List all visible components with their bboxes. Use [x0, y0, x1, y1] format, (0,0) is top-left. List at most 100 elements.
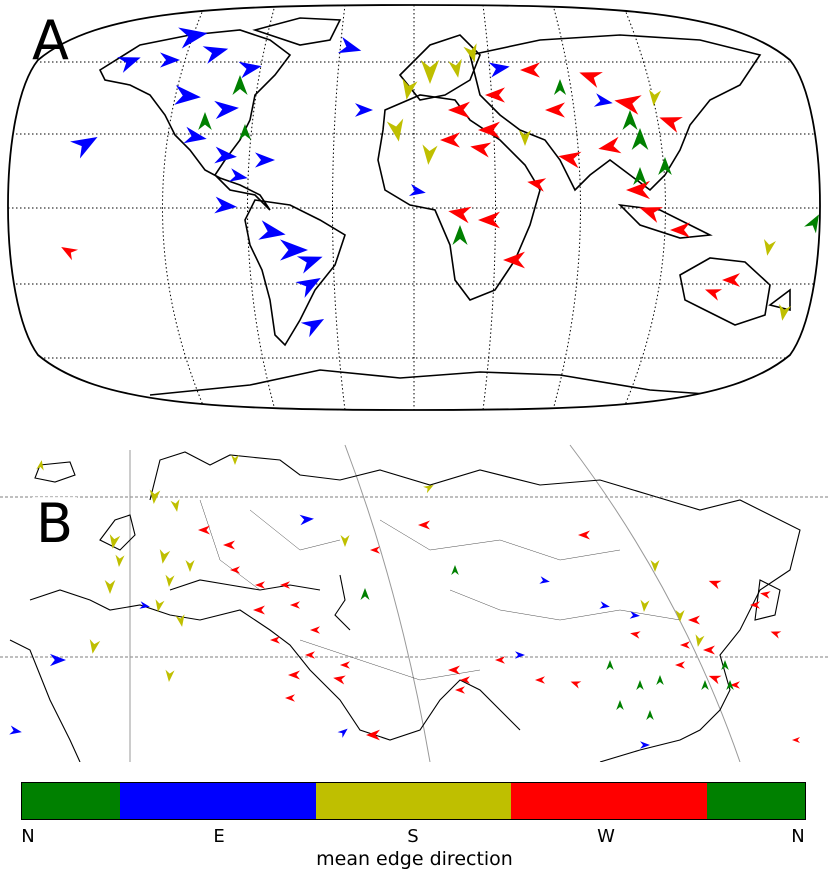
- direction-arrow: [253, 605, 265, 615]
- direction-arrow: [299, 514, 314, 526]
- direction-arrow: [155, 599, 165, 612]
- direction-arrow: [455, 686, 465, 694]
- colorbar-tick-w: W: [597, 826, 615, 847]
- colorbar-segment: [707, 783, 805, 819]
- colorbar-segment: [511, 783, 610, 819]
- direction-arrow: [174, 85, 201, 105]
- direction-arrow: [598, 136, 622, 154]
- direction-arrow: [658, 157, 672, 175]
- direction-arrow: [402, 78, 418, 100]
- direction-arrow: [520, 62, 540, 78]
- direction-arrow: [149, 489, 161, 504]
- direction-arrow: [238, 61, 262, 79]
- direction-arrow: [721, 660, 729, 670]
- direction-arrow: [636, 680, 644, 690]
- direction-arrow: [708, 675, 722, 685]
- direction-arrow: [470, 142, 492, 158]
- direction-arrow: [360, 588, 370, 600]
- direction-arrow: [448, 101, 470, 119]
- world-map-panel: [7, 4, 821, 411]
- direction-arrow: [370, 546, 380, 554]
- direction-arrow: [764, 238, 776, 256]
- direction-arrow: [183, 126, 207, 144]
- direction-arrow: [175, 614, 185, 627]
- direction-arrow: [340, 661, 350, 669]
- direction-arrow: [386, 118, 404, 142]
- direction-arrow: [478, 121, 500, 139]
- direction-arrow: [337, 728, 348, 738]
- direction-arrow: [9, 725, 22, 735]
- direction-arrow: [730, 681, 740, 689]
- direction-arrow: [515, 651, 525, 659]
- graticule: [8, 5, 820, 410]
- direction-arrow: [640, 599, 650, 612]
- direction-arrow: [280, 581, 290, 589]
- direction-arrow: [160, 52, 180, 68]
- direction-arrow: [420, 60, 440, 84]
- direction-arrow: [460, 676, 470, 684]
- direction-arrow: [448, 665, 460, 675]
- direction-arrow: [305, 651, 315, 659]
- direction-arrow: [646, 710, 654, 720]
- direction-arrows-eurasia: [9, 455, 800, 749]
- direction-arrow: [198, 112, 212, 130]
- direction-arrow: [139, 601, 150, 609]
- direction-arrow: [451, 565, 459, 575]
- direction-arrow: [659, 117, 683, 133]
- direction-arrow: [36, 460, 44, 471]
- direction-arrow: [656, 675, 664, 685]
- direction-arrow: [300, 319, 325, 338]
- panel-label-a: A: [32, 9, 69, 72]
- direction-arrow: [792, 736, 800, 744]
- direction-arrow: [228, 168, 248, 182]
- colorbar-tick-n1: N: [21, 826, 35, 847]
- direction-arrow: [337, 36, 362, 54]
- direction-arrow: [639, 207, 663, 223]
- direction-arrow: [355, 103, 373, 117]
- direction-arrow: [626, 180, 650, 200]
- panel-label-b: B: [32, 497, 78, 551]
- direction-arrow: [616, 700, 624, 710]
- direction-arrow: [633, 167, 647, 185]
- direction-arrow: [159, 549, 171, 564]
- direction-arrow: [366, 729, 380, 741]
- direction-arrow: [779, 303, 791, 321]
- direction-arrow: [418, 520, 430, 530]
- direction-arrow: [214, 196, 237, 214]
- direction-arrow: [104, 580, 116, 594]
- direction-arrow: [630, 631, 641, 639]
- colorbar-segment: [119, 783, 218, 819]
- direction-arrow: [270, 636, 280, 644]
- direction-arrow: [115, 554, 125, 567]
- direction-arrow: [750, 601, 760, 609]
- direction-arrow: [704, 289, 723, 301]
- direction-arrow: [448, 58, 462, 78]
- direction-arrow: [478, 211, 500, 229]
- direction-arrow: [622, 110, 638, 130]
- coastlines-b: [9, 451, 801, 762]
- direction-arrow: [70, 137, 98, 159]
- globe-outline: [7, 4, 821, 411]
- direction-arrow: [117, 57, 141, 73]
- direction-arrow: [614, 95, 642, 115]
- direction-arrow: [214, 100, 239, 120]
- direction-arrow: [670, 222, 690, 238]
- direction-arrow: [423, 485, 434, 494]
- direction-arrow: [650, 560, 660, 572]
- direction-arrow: [109, 534, 121, 549]
- direction-arrow: [440, 132, 460, 148]
- direction-arrow: [333, 675, 346, 685]
- colorbar-segment: [609, 783, 708, 819]
- direction-arrow: [448, 206, 472, 224]
- direction-arrow: [285, 694, 295, 702]
- direction-arrow: [231, 455, 239, 465]
- colorbar-segment: [22, 783, 120, 819]
- direction-arrow: [640, 741, 650, 749]
- direction-arrow: [518, 130, 532, 146]
- direction-arrow: [340, 535, 350, 547]
- direction-colorbar: [21, 782, 806, 820]
- direction-arrow: [310, 626, 320, 634]
- direction-arrow: [230, 566, 240, 574]
- direction-arrow: [290, 601, 300, 609]
- direction-arrow: [280, 239, 308, 261]
